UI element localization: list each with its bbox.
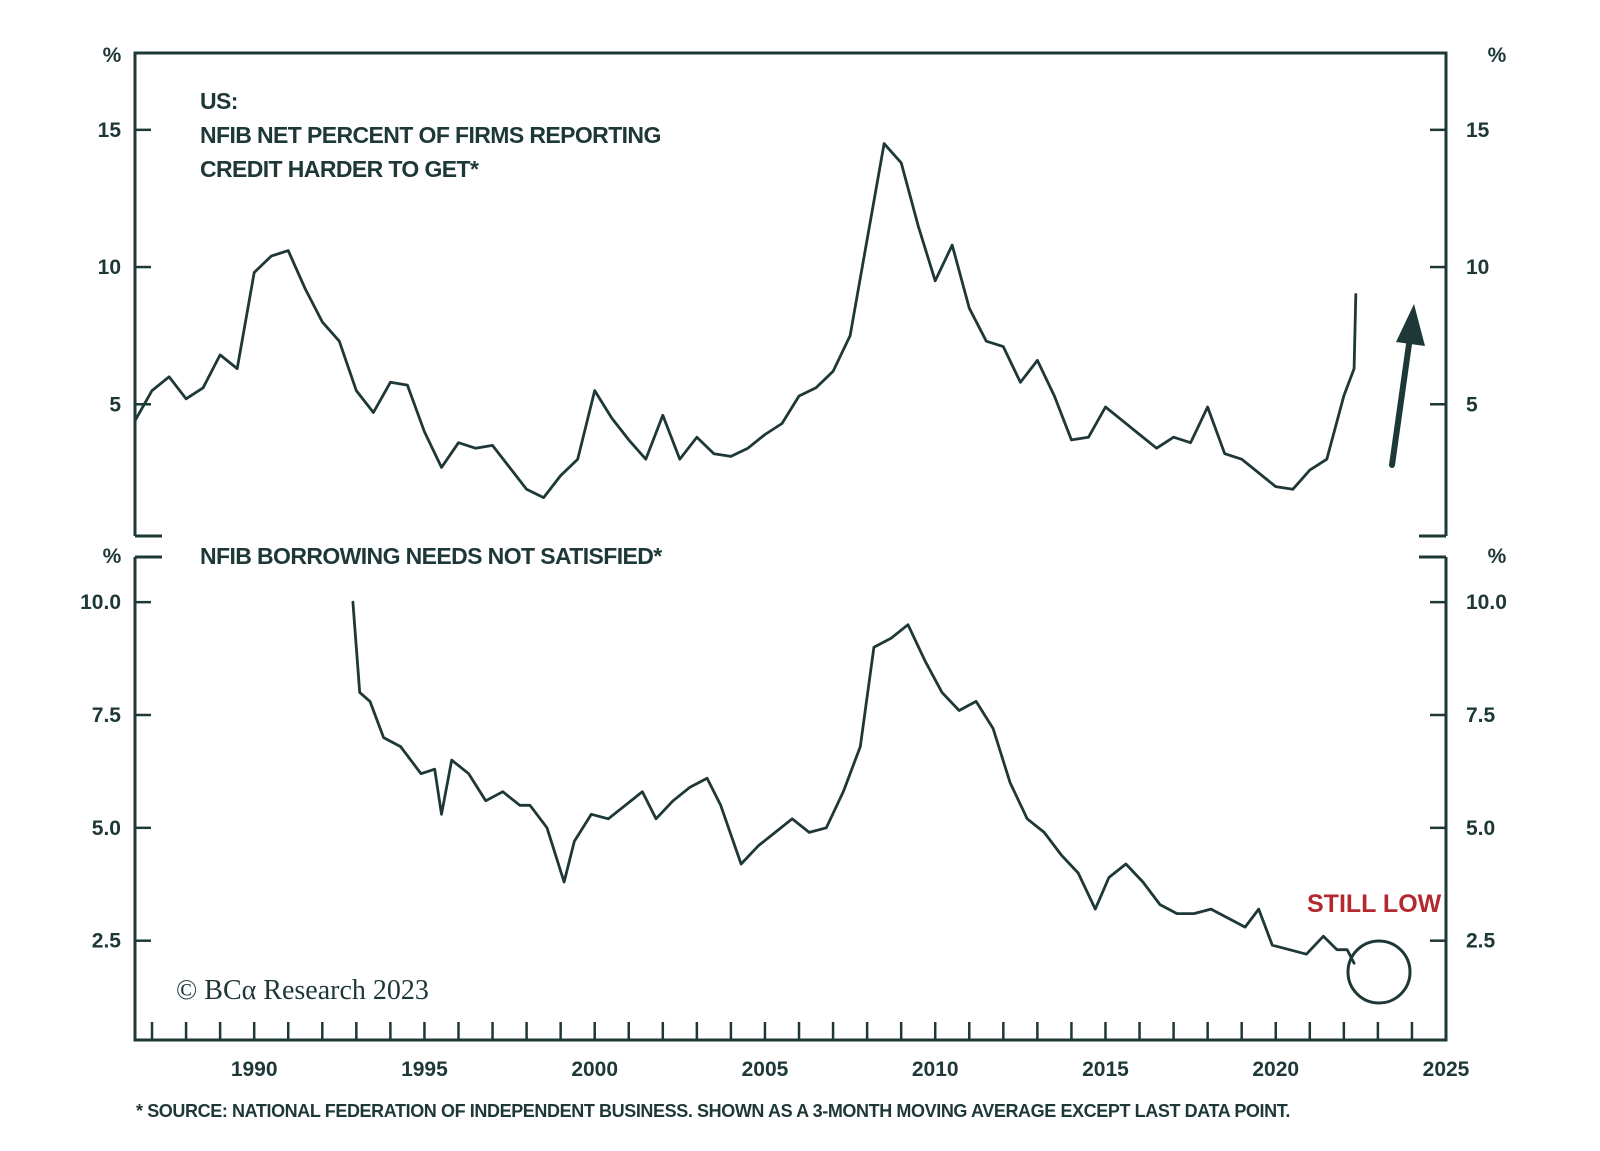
bottom-series-line [351, 600, 1356, 965]
x-tick-label: 2000 [571, 1058, 618, 1081]
top-right-unit-label: % [1488, 44, 1507, 67]
bottom-panel-frame [133, 555, 1448, 1042]
x-tick-label: 2025 [1423, 1058, 1470, 1081]
still-low-circle-icon [1346, 939, 1412, 1005]
bottom-left-y-tick-label: 10.0 [80, 591, 121, 614]
top-panel-subtitle-line-1: NFIB NET PERCENT OF FIRMS REPORTING [200, 122, 661, 148]
bottom-left-y-tick-label: 5.0 [92, 817, 121, 840]
x-axis-ticks: 1990 1995 2000 2005 2010 2015 2020 2025 [150, 1022, 1470, 1081]
top-right-y-tick-label: 10 [1466, 256, 1489, 279]
bottom-right-unit-label: % [1488, 545, 1507, 568]
top-left-y-tick-label: 5 [109, 393, 121, 416]
x-tick-label: 2010 [912, 1058, 959, 1081]
still-low-annotation: STILL LOW [1307, 890, 1442, 918]
bottom-right-y-tick-label: 10.0 [1466, 591, 1507, 614]
top-panel-frame [133, 51, 1448, 538]
top-left-y-tick-label: 10 [98, 256, 121, 279]
bottom-right-y-tick-label: 7.5 [1466, 704, 1496, 727]
source-footnote: * SOURCE: NATIONAL FEDERATION OF INDEPEN… [136, 1101, 1290, 1121]
bottom-y-axis-ticks: 2.5 2.5 5.0 5.0 7.5 7.5 10.0 10.0 [80, 591, 1507, 953]
x-tick-label: 2005 [742, 1058, 789, 1081]
x-tick-label: 1995 [401, 1058, 448, 1081]
top-left-y-tick-label: 15 [98, 119, 122, 142]
top-series-line [133, 142, 1358, 499]
top-left-unit-label: % [103, 44, 122, 67]
top-panel-subtitle-line-2: CREDIT HARDER TO GET* [200, 156, 479, 182]
bottom-panel-title: NFIB BORROWING NEEDS NOT SATISFIED* [200, 543, 662, 569]
top-y-axis-ticks: 5 5 10 10 15 15 [98, 119, 1490, 416]
top-panel-title: US: [200, 88, 238, 114]
bottom-right-y-tick-label: 2.5 [1466, 930, 1496, 953]
top-right-y-tick-label: 5 [1466, 393, 1478, 416]
bottom-left-y-tick-label: 7.5 [92, 704, 122, 727]
bottom-left-unit-label: % [103, 545, 122, 568]
bottom-right-y-tick-label: 5.0 [1466, 817, 1495, 840]
bottom-left-y-tick-label: 2.5 [92, 930, 122, 953]
x-tick-label: 2015 [1082, 1058, 1129, 1081]
top-right-y-tick-label: 15 [1466, 119, 1490, 142]
copyright-label: © BCα Research 2023 [176, 975, 429, 1006]
up-arrow-icon [1389, 304, 1425, 468]
x-tick-label: 1990 [231, 1058, 278, 1081]
x-tick-label: 2020 [1252, 1058, 1299, 1081]
